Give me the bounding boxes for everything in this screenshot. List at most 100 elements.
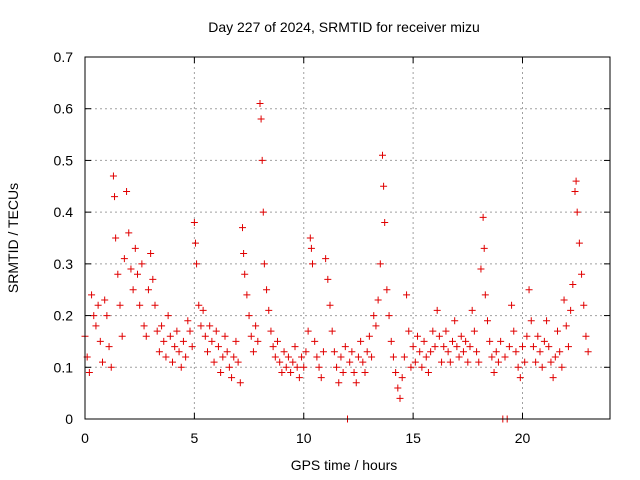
data-point bbox=[109, 172, 117, 180]
data-point bbox=[247, 332, 255, 340]
data-point bbox=[142, 332, 150, 340]
data-point bbox=[400, 353, 408, 361]
data-point bbox=[569, 281, 577, 289]
data-point bbox=[532, 358, 540, 366]
data-point bbox=[562, 322, 570, 330]
data-point bbox=[101, 296, 109, 304]
data-point bbox=[197, 322, 205, 330]
data-point bbox=[453, 343, 461, 351]
data-point bbox=[573, 208, 581, 216]
data-point bbox=[422, 353, 430, 361]
data-point bbox=[191, 239, 199, 247]
data-point bbox=[385, 312, 393, 320]
data-point bbox=[416, 348, 424, 356]
data-point bbox=[105, 343, 113, 351]
data-point bbox=[572, 177, 580, 185]
data-point bbox=[431, 343, 439, 351]
data-point bbox=[501, 353, 509, 361]
data-point bbox=[228, 374, 236, 382]
data-point bbox=[462, 337, 470, 345]
data-point bbox=[571, 187, 579, 195]
data-point bbox=[284, 353, 292, 361]
data-point bbox=[144, 286, 152, 294]
data-point bbox=[361, 368, 369, 376]
data-point bbox=[293, 363, 301, 371]
data-point bbox=[567, 306, 575, 314]
data-point bbox=[267, 327, 275, 335]
data-point bbox=[411, 358, 419, 366]
data-point bbox=[193, 260, 201, 268]
data-point bbox=[162, 353, 170, 361]
data-point bbox=[479, 213, 487, 221]
data-point bbox=[514, 363, 522, 371]
data-point bbox=[186, 327, 194, 335]
data-point bbox=[492, 348, 500, 356]
data-point bbox=[85, 368, 93, 376]
y-tick-label: 0.6 bbox=[54, 101, 74, 117]
data-point bbox=[582, 332, 590, 340]
data-point bbox=[354, 353, 362, 361]
data-point bbox=[543, 317, 551, 325]
data-point bbox=[149, 275, 157, 283]
data-point bbox=[481, 291, 489, 299]
data-point bbox=[311, 337, 319, 345]
data-point bbox=[282, 363, 290, 371]
data-point bbox=[107, 363, 115, 371]
data-point bbox=[274, 337, 281, 345]
data-point bbox=[190, 218, 198, 226]
data-point bbox=[473, 348, 481, 356]
data-point bbox=[442, 327, 450, 335]
data-point bbox=[195, 301, 203, 309]
data-point bbox=[257, 115, 265, 123]
data-point bbox=[554, 327, 561, 335]
data-point bbox=[138, 260, 146, 268]
x-tick-label: 20 bbox=[515, 430, 531, 446]
y-tick-label: 0.1 bbox=[54, 359, 74, 375]
data-point bbox=[201, 332, 209, 340]
data-point bbox=[96, 337, 104, 345]
grid bbox=[85, 57, 610, 419]
data-point bbox=[407, 363, 415, 371]
data-point bbox=[307, 244, 315, 252]
data-point bbox=[179, 337, 187, 345]
data-point bbox=[494, 358, 502, 366]
data-point bbox=[540, 337, 548, 345]
data-point bbox=[136, 301, 144, 309]
data-point bbox=[256, 100, 264, 108]
x-axis-title: GPS time / hours bbox=[291, 457, 398, 473]
data-point bbox=[374, 296, 382, 304]
data-point bbox=[287, 368, 295, 376]
data-point bbox=[166, 332, 174, 340]
data-point bbox=[556, 348, 564, 356]
data-point bbox=[304, 327, 312, 335]
data-point bbox=[240, 250, 248, 258]
data-point bbox=[368, 353, 376, 361]
data-point bbox=[529, 343, 537, 351]
data-point bbox=[276, 358, 284, 366]
data-point bbox=[234, 358, 242, 366]
data-point bbox=[372, 322, 380, 330]
data-point bbox=[398, 374, 406, 382]
y-tick-label: 0 bbox=[65, 411, 73, 427]
data-point bbox=[427, 348, 435, 356]
data-point bbox=[164, 312, 172, 320]
data-point bbox=[508, 301, 516, 309]
x-tick-label: 10 bbox=[296, 430, 312, 446]
data-point bbox=[210, 358, 218, 366]
data-point bbox=[510, 327, 518, 335]
data-point bbox=[184, 317, 192, 325]
data-point bbox=[547, 358, 555, 366]
data-point bbox=[295, 374, 303, 382]
x-tick-label: 5 bbox=[190, 430, 198, 446]
data-point bbox=[484, 317, 491, 325]
data-point bbox=[527, 317, 535, 325]
data-point bbox=[175, 348, 183, 356]
x-tick-label: 15 bbox=[405, 430, 421, 446]
y-axis-title: SRMTID / TECUs bbox=[5, 183, 21, 293]
data-point bbox=[389, 353, 397, 361]
data-point bbox=[370, 312, 378, 320]
data-point bbox=[365, 332, 373, 340]
data-point bbox=[151, 301, 159, 309]
data-point bbox=[578, 270, 586, 278]
data-point bbox=[158, 322, 166, 330]
